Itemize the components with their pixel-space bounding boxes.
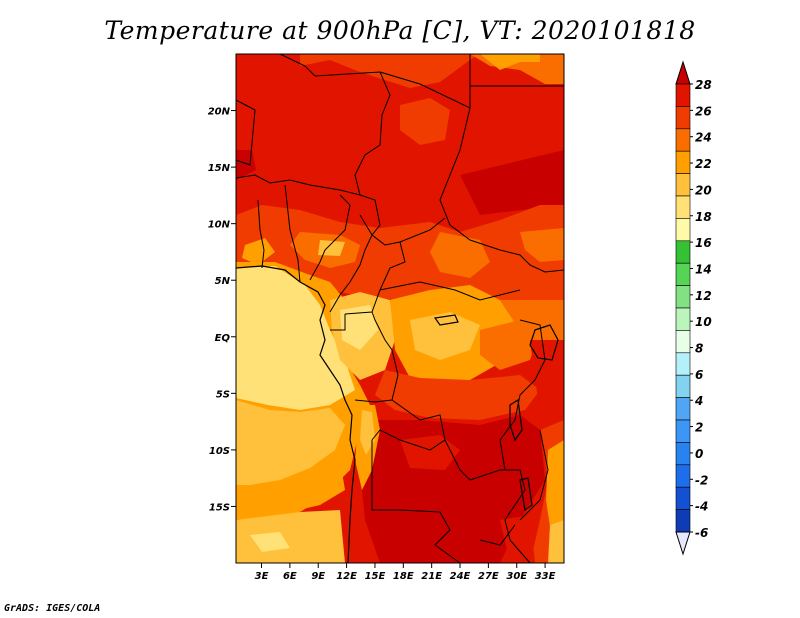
- colorbar-segment: [675, 285, 691, 309]
- colorbar-label: 26: [695, 104, 712, 118]
- lat-tick-label: 5N: [215, 276, 231, 287]
- lat-tick-label: 15N: [208, 163, 231, 174]
- lat-tick-label: 20N: [208, 107, 231, 118]
- colorbar-segment: [675, 464, 691, 488]
- longitude-axis: 3E 6E 9E 12E 15E 18E 21E 24E 27E 30E 33E: [255, 563, 556, 582]
- colorbar-segment: [675, 419, 691, 443]
- colorbar-label: 2: [695, 421, 703, 435]
- colorbar-segment: [675, 509, 691, 533]
- lon-tick-label: 18E: [393, 571, 414, 582]
- colorbar-max-arrow: [675, 60, 691, 85]
- grads-credit: GrADS: IGES/COLA: [4, 603, 101, 614]
- colorbar-label: 20: [695, 183, 712, 197]
- lon-tick-label: 3E: [255, 571, 269, 582]
- lon-tick-label: 9E: [311, 571, 325, 582]
- colorbar-label: 4: [694, 394, 703, 408]
- colorbar-label: -2: [695, 473, 708, 487]
- colorbar-segment: [675, 442, 691, 466]
- lat-tick-label: 5S: [216, 389, 230, 400]
- colorbar-segment: [675, 128, 691, 152]
- colorbar-segment: [675, 352, 691, 376]
- lon-tick-label: 12E: [336, 571, 357, 582]
- lon-tick-label: 21E: [421, 571, 442, 582]
- lon-tick-label: 27E: [478, 571, 499, 582]
- colorbar-label: 8: [695, 342, 703, 356]
- colorbar-label: 0: [695, 447, 703, 461]
- coastline: [235, 265, 356, 564]
- colorbar-segment: [675, 486, 691, 510]
- colorbar-label: 22: [695, 157, 712, 171]
- colorbar-label: -6: [695, 526, 708, 540]
- colorbar-label: 28: [695, 78, 712, 92]
- colorbar-segment: [675, 173, 691, 197]
- lon-tick-label: 24E: [450, 571, 471, 582]
- colorbar-segment: [675, 374, 691, 398]
- colorbar-label: 14: [695, 262, 712, 276]
- colorbar-segment: [675, 195, 691, 219]
- temperature-field: [236, 54, 564, 563]
- lon-tick-label: 15E: [365, 571, 386, 582]
- colorbar-min-arrow: [675, 531, 691, 556]
- colorbar-segment: [675, 330, 691, 354]
- colorbar-segment: [675, 262, 691, 286]
- lon-tick-label: 6E: [283, 571, 297, 582]
- colorbar-label: 24: [695, 131, 712, 145]
- map-title: Temperature at 900hPa [C], VT: 202010181…: [104, 16, 696, 45]
- colorbar-segment: [675, 240, 691, 264]
- colorbar-segment: [675, 307, 691, 331]
- colorbar-segment: [675, 218, 691, 242]
- colorbar-segment: [675, 397, 691, 421]
- lon-tick-label: 33E: [535, 571, 556, 582]
- colorbar-segment: [675, 106, 691, 130]
- colorbar-segment: [675, 150, 691, 174]
- lat-tick-label: 10S: [209, 446, 230, 457]
- country-borders: [235, 53, 565, 564]
- lat-tick-label: 15S: [209, 502, 230, 513]
- lon-tick-label: 30E: [506, 571, 527, 582]
- lakes: [433, 314, 559, 512]
- colorbar-label: 12: [695, 289, 712, 303]
- latitude-axis: 20N 15N 10N 5N EQ 5S 10S 15S: [208, 107, 236, 513]
- colorbar-segment: [675, 83, 691, 107]
- colorbar-label: 6: [695, 368, 703, 382]
- colorbar-label: 10: [695, 315, 712, 329]
- lat-tick-label: EQ: [215, 333, 231, 344]
- map-frame: [235, 53, 565, 564]
- colorbar-label: 18: [695, 210, 712, 224]
- colorbar-label: -4: [695, 500, 708, 514]
- lat-tick-label: 10N: [208, 220, 231, 231]
- colorbar-label: 16: [695, 236, 712, 250]
